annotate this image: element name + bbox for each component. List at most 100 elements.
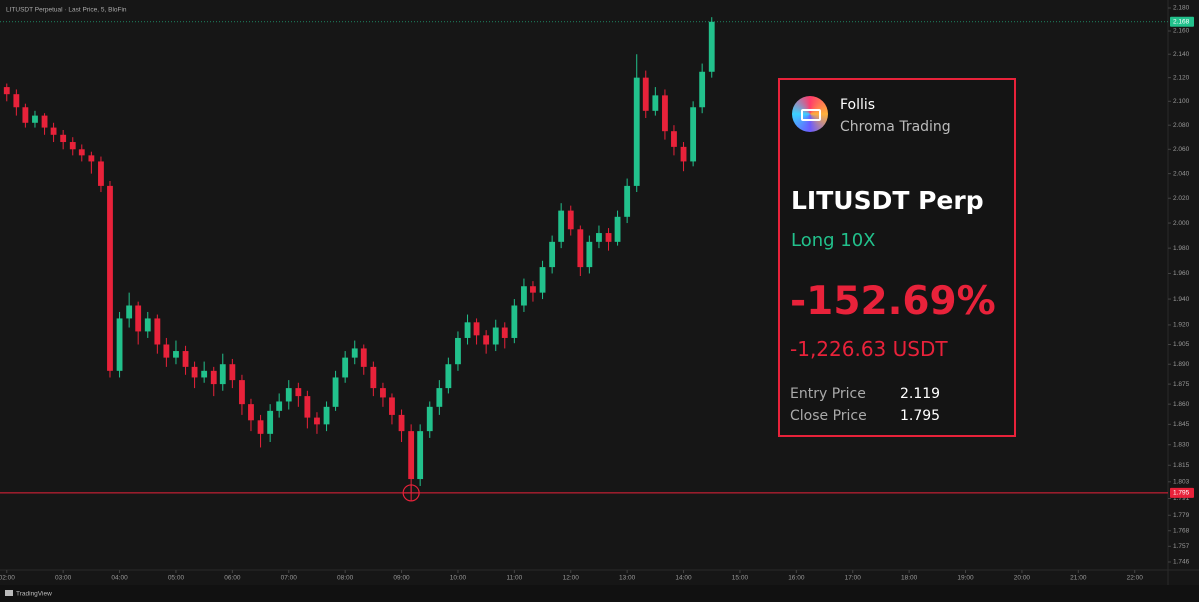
candle-body	[360, 348, 367, 367]
candle-body	[642, 77, 649, 111]
candle-body	[408, 431, 415, 480]
candle-body	[191, 366, 198, 378]
candle-body	[473, 322, 480, 336]
candle-body	[50, 127, 57, 135]
candle-body	[445, 364, 452, 389]
y-tick-label: 1.768	[1173, 527, 1190, 534]
x-tick-label: 04:00	[111, 575, 128, 582]
candle-body	[370, 366, 377, 389]
candle-body	[398, 414, 405, 432]
y-tick-label: 2.160	[1173, 28, 1190, 35]
candle-body	[380, 388, 386, 398]
x-tick-label: 02:00	[0, 575, 15, 582]
candle-body	[22, 107, 29, 123]
candle-body	[558, 210, 565, 242]
x-tick-label: 07:00	[281, 575, 298, 582]
candle-body	[652, 95, 659, 111]
y-tick-label: 2.060	[1173, 146, 1190, 153]
candle-body	[135, 305, 142, 332]
user-name: Follis	[840, 97, 876, 113]
x-tick-label: 08:00	[337, 575, 354, 582]
candle-body	[671, 131, 677, 147]
candle-body	[295, 388, 302, 397]
y-tick-label: 1.746	[1173, 559, 1190, 566]
candle-body	[455, 337, 461, 365]
y-tick-label: 2.020	[1173, 195, 1190, 202]
close-label: Close Price	[790, 408, 867, 424]
y-tick-label: 1.860	[1173, 401, 1190, 408]
y-tick-label: 2.120	[1173, 74, 1190, 81]
candle-body	[539, 267, 546, 293]
candle-body	[596, 233, 602, 242]
entry-label: Entry Price	[790, 386, 866, 402]
candle-body	[219, 364, 226, 385]
brand-logo	[5, 590, 13, 596]
x-tick-label: 12:00	[563, 575, 580, 582]
candle-body	[98, 161, 104, 186]
x-tick-label: 22:00	[1127, 575, 1144, 582]
y-tick-label: 1.757	[1173, 543, 1190, 550]
candle-body	[32, 115, 38, 123]
candle-body	[342, 357, 349, 378]
y-tick-label: 1.830	[1173, 441, 1190, 448]
candle-body	[567, 210, 574, 230]
candle-body	[323, 406, 330, 425]
candle-body	[107, 185, 113, 371]
candle-body	[163, 344, 170, 358]
candle-body	[60, 134, 67, 143]
candle-body	[633, 77, 640, 186]
candle-body	[511, 305, 518, 338]
candle-body	[662, 95, 668, 132]
side: Long 10X	[791, 230, 876, 251]
candle-body	[586, 241, 593, 268]
candle-body	[577, 229, 584, 268]
candle-body	[530, 286, 536, 293]
y-tick-label: 1.980	[1173, 245, 1190, 252]
close-price: 1.795	[900, 408, 941, 424]
y-tick-label: 2.180	[1173, 5, 1190, 12]
candle-body	[257, 420, 264, 434]
candle-body	[314, 417, 320, 425]
y-tick-label: 1.920	[1173, 322, 1190, 329]
x-tick-label: 06:00	[224, 575, 241, 582]
y-tick-label: 1.779	[1173, 512, 1190, 519]
candle-body	[426, 406, 433, 432]
y-tick-label: 1.890	[1173, 361, 1190, 368]
pnl-card: Follis Chroma Trading LITUSDT Perp Long …	[778, 78, 1016, 437]
y-tick-label: 1.845	[1173, 421, 1190, 428]
candle-body	[69, 142, 76, 150]
x-tick-label: 15:00	[732, 575, 749, 582]
candle-body	[501, 327, 508, 338]
symbol: LITUSDT Perp	[791, 186, 984, 215]
y-tick-label: 1.815	[1173, 462, 1190, 469]
x-tick-label: 16:00	[788, 575, 805, 582]
candle-body	[389, 397, 395, 415]
y-tick-label: 1.875	[1173, 381, 1190, 388]
candle-body	[624, 185, 631, 217]
roi: -152.69%	[790, 279, 996, 324]
y-tick-label: 1.960	[1173, 270, 1190, 277]
candle-body	[78, 149, 85, 156]
candle-body	[351, 348, 358, 358]
y-tick-label: 1.905	[1173, 341, 1190, 348]
candle-body	[417, 431, 424, 480]
candle-body	[285, 388, 292, 402]
candle-body	[3, 87, 10, 95]
pnl: -1,226.63 USDT	[790, 337, 948, 361]
y-tick-label: 1.940	[1173, 296, 1190, 303]
x-tick-label: 14:00	[675, 575, 692, 582]
price-line-label: 1.795	[1173, 490, 1190, 497]
candle-body	[154, 318, 161, 345]
candle-body	[699, 71, 706, 108]
y-tick-label: 2.140	[1173, 51, 1190, 58]
chart-title: LITUSDT Perpetual · Last Price, 5, BloFi…	[6, 7, 127, 14]
y-tick-label: 2.000	[1173, 220, 1190, 227]
candle-body	[549, 241, 556, 268]
x-tick-label: 13:00	[619, 575, 636, 582]
y-tick-label: 2.100	[1173, 98, 1190, 105]
candle-body	[267, 410, 274, 434]
candle-body	[173, 351, 179, 358]
candle-body	[182, 351, 189, 367]
